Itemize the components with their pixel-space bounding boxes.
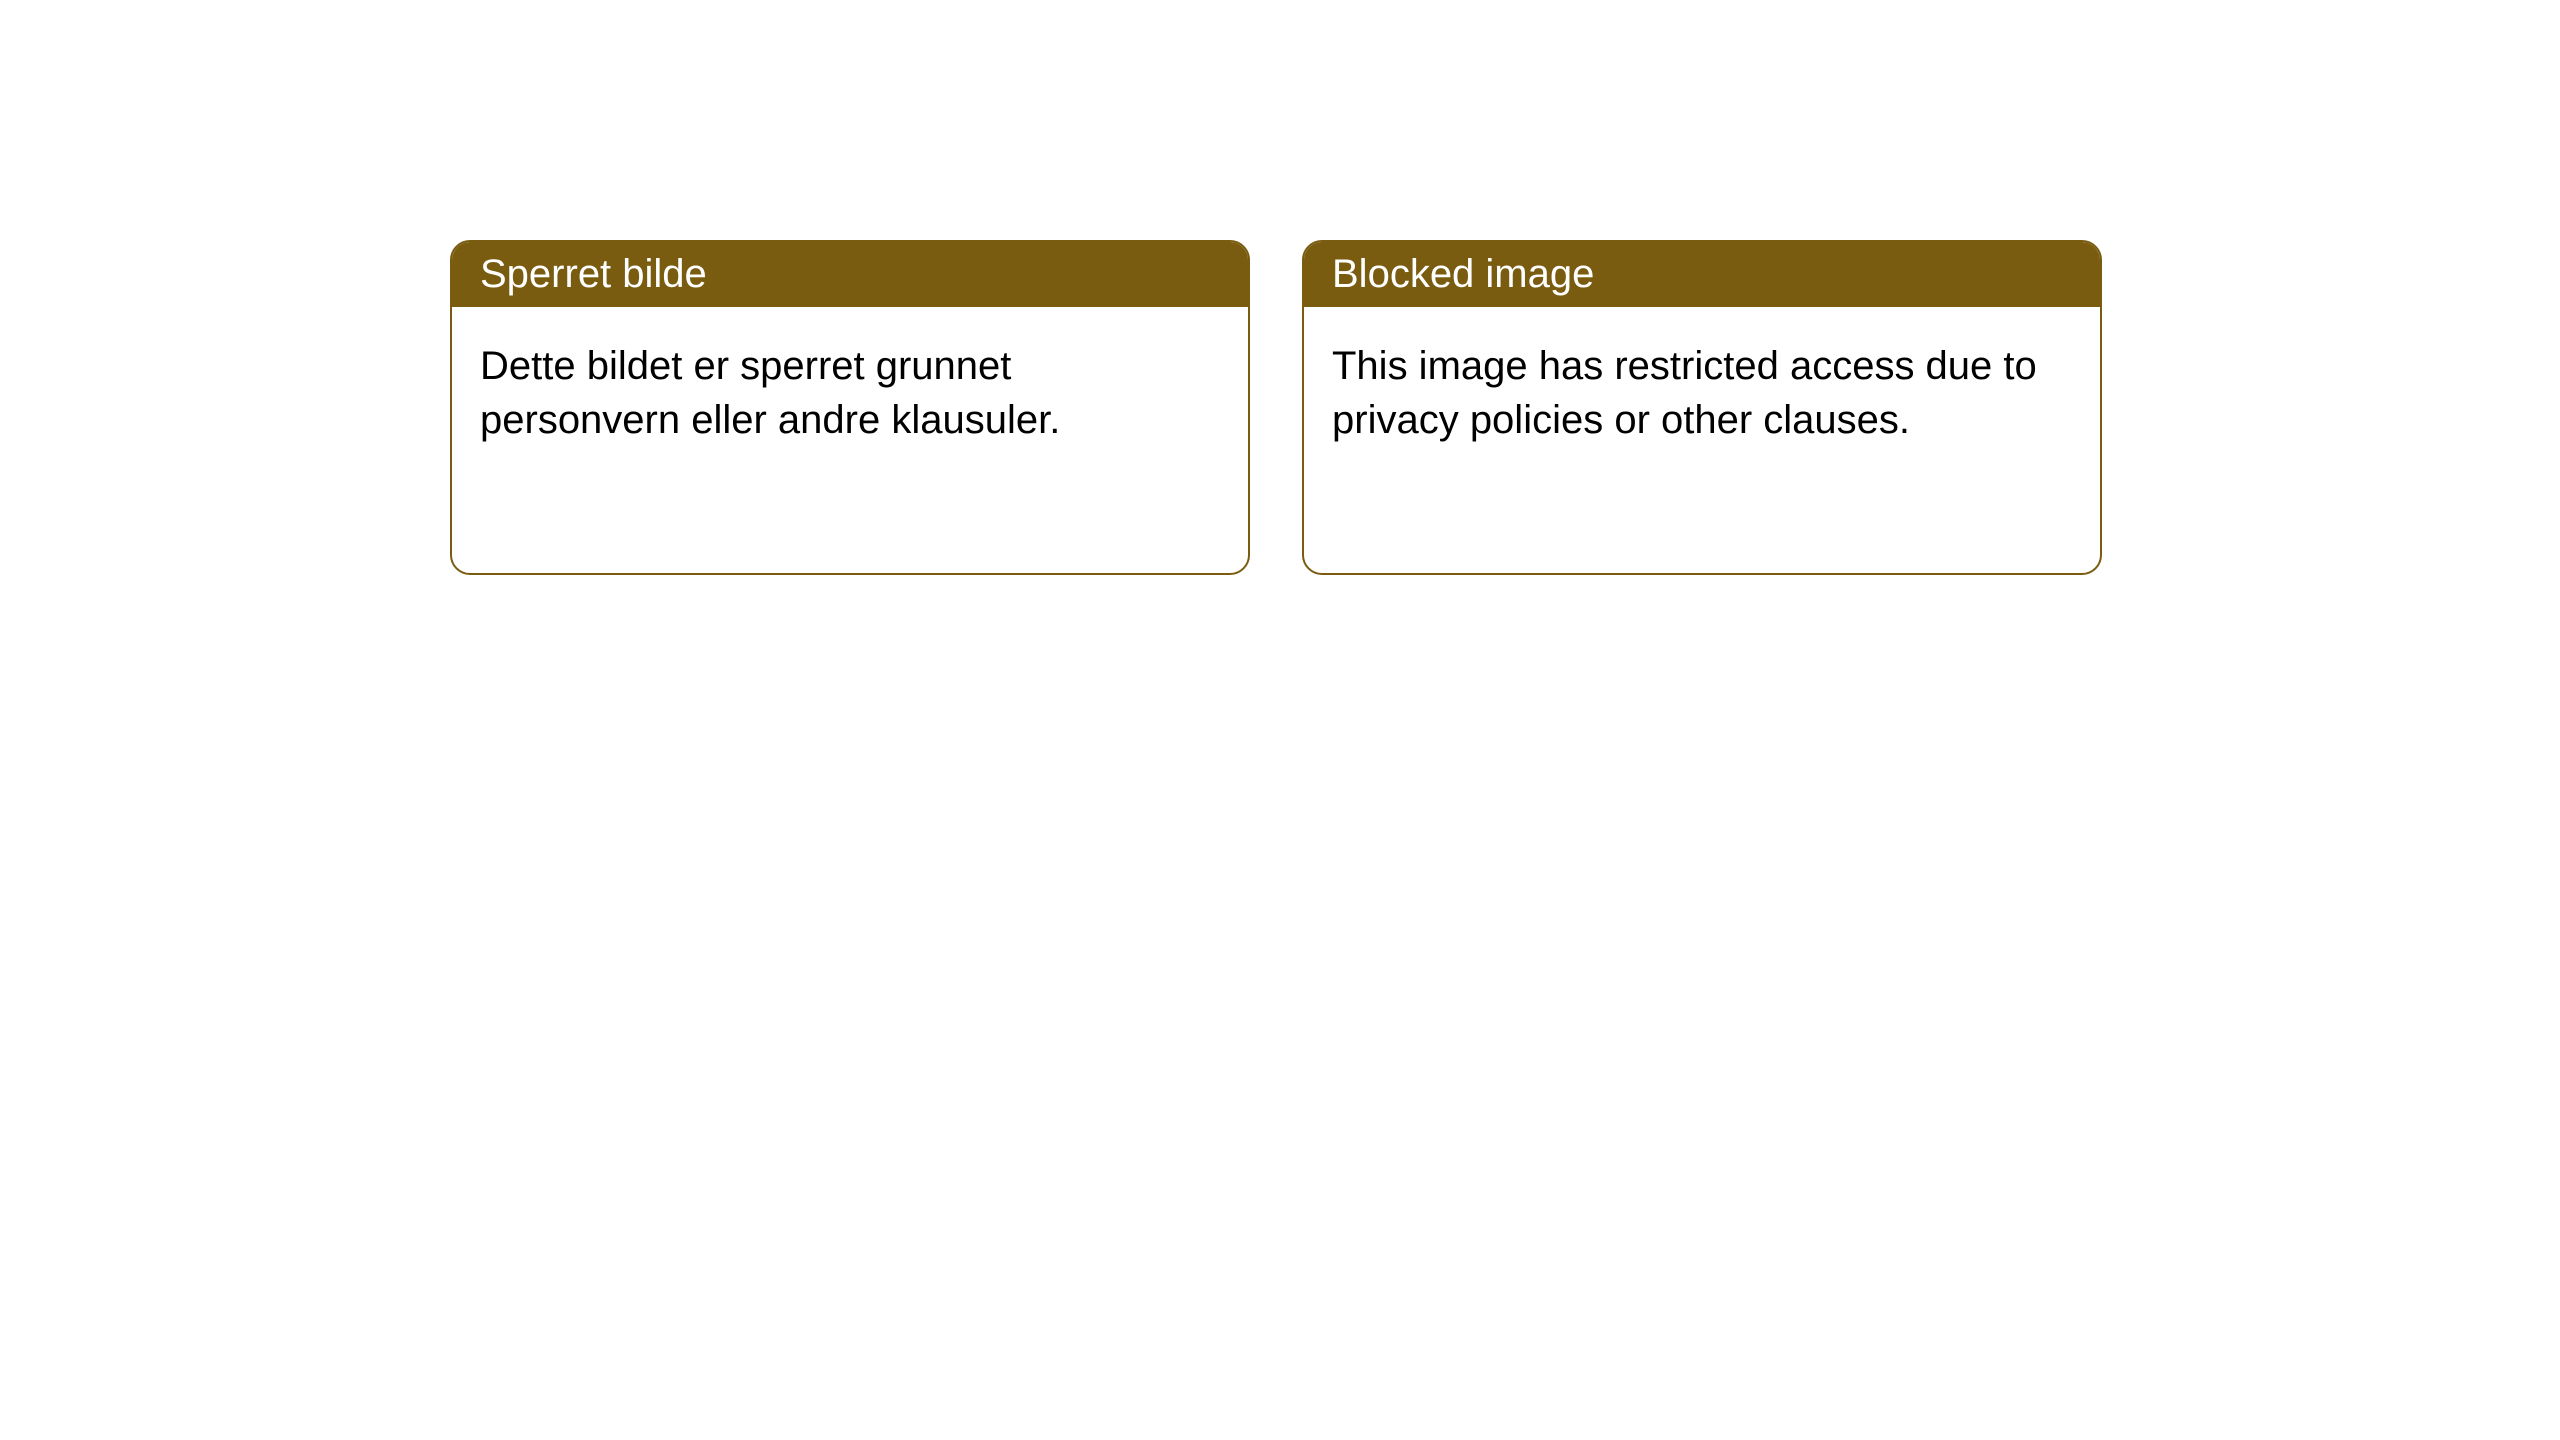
card-english: Blocked image This image has restricted …: [1302, 240, 2102, 575]
card-header-norwegian: Sperret bilde: [452, 242, 1248, 307]
card-text-norwegian: Dette bildet er sperret grunnet personve…: [480, 344, 1060, 442]
card-body-english: This image has restricted access due to …: [1304, 307, 2100, 479]
card-text-english: This image has restricted access due to …: [1332, 344, 2037, 442]
card-title-norwegian: Sperret bilde: [480, 252, 707, 296]
card-title-english: Blocked image: [1332, 252, 1594, 296]
card-body-norwegian: Dette bildet er sperret grunnet personve…: [452, 307, 1248, 479]
card-norwegian: Sperret bilde Dette bildet er sperret gr…: [450, 240, 1250, 575]
cards-container: Sperret bilde Dette bildet er sperret gr…: [450, 240, 2102, 575]
card-header-english: Blocked image: [1304, 242, 2100, 307]
